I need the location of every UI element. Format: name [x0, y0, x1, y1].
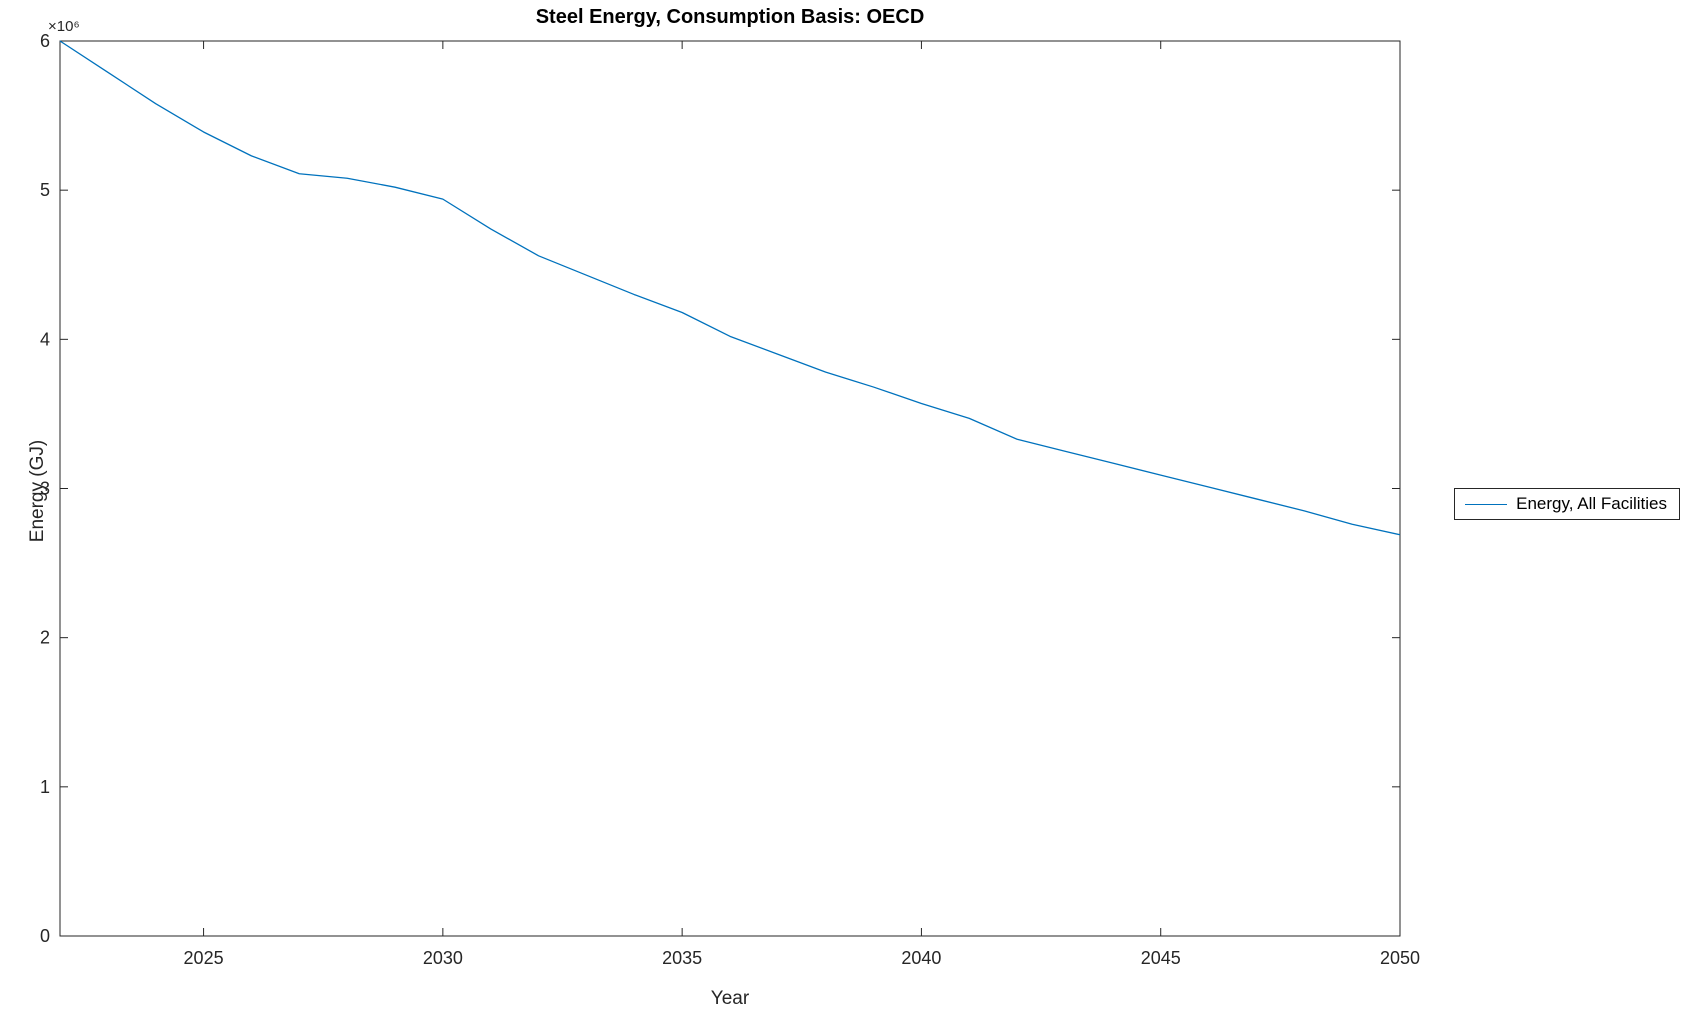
y-tick-label: 6: [40, 31, 50, 51]
x-tick-label: 2045: [1141, 948, 1181, 968]
x-tick-label: 2035: [662, 948, 702, 968]
y-axis-multiplier: ×10⁶: [48, 18, 80, 35]
x-axis-label: Year: [710, 988, 750, 1009]
legend-entry-label: Energy, All Facilities: [1516, 494, 1667, 513]
series-line-0: [59, 40, 1401, 536]
y-tick-label: 2: [40, 628, 50, 648]
y-tick-label: 1: [40, 777, 50, 797]
y-tick-label: 5: [40, 180, 50, 200]
chart-title: Steel Energy, Consumption Basis: OECD: [535, 6, 925, 28]
axes-box: [59, 40, 1401, 937]
y-tick-label: 3: [40, 479, 50, 499]
x-tick-label: 2040: [901, 948, 941, 968]
x-tick-label: 2050: [1380, 948, 1420, 968]
y-axis-label: Energy (GJ): [27, 439, 48, 543]
y-tick-label: 4: [40, 329, 50, 349]
x-tick-label: 2025: [184, 948, 224, 968]
legend: Energy, All Facilities: [1454, 488, 1680, 520]
y-tick-label: 0: [40, 926, 50, 946]
x-tick-label: 2030: [423, 948, 463, 968]
legend-line-sample: [1465, 503, 1508, 505]
